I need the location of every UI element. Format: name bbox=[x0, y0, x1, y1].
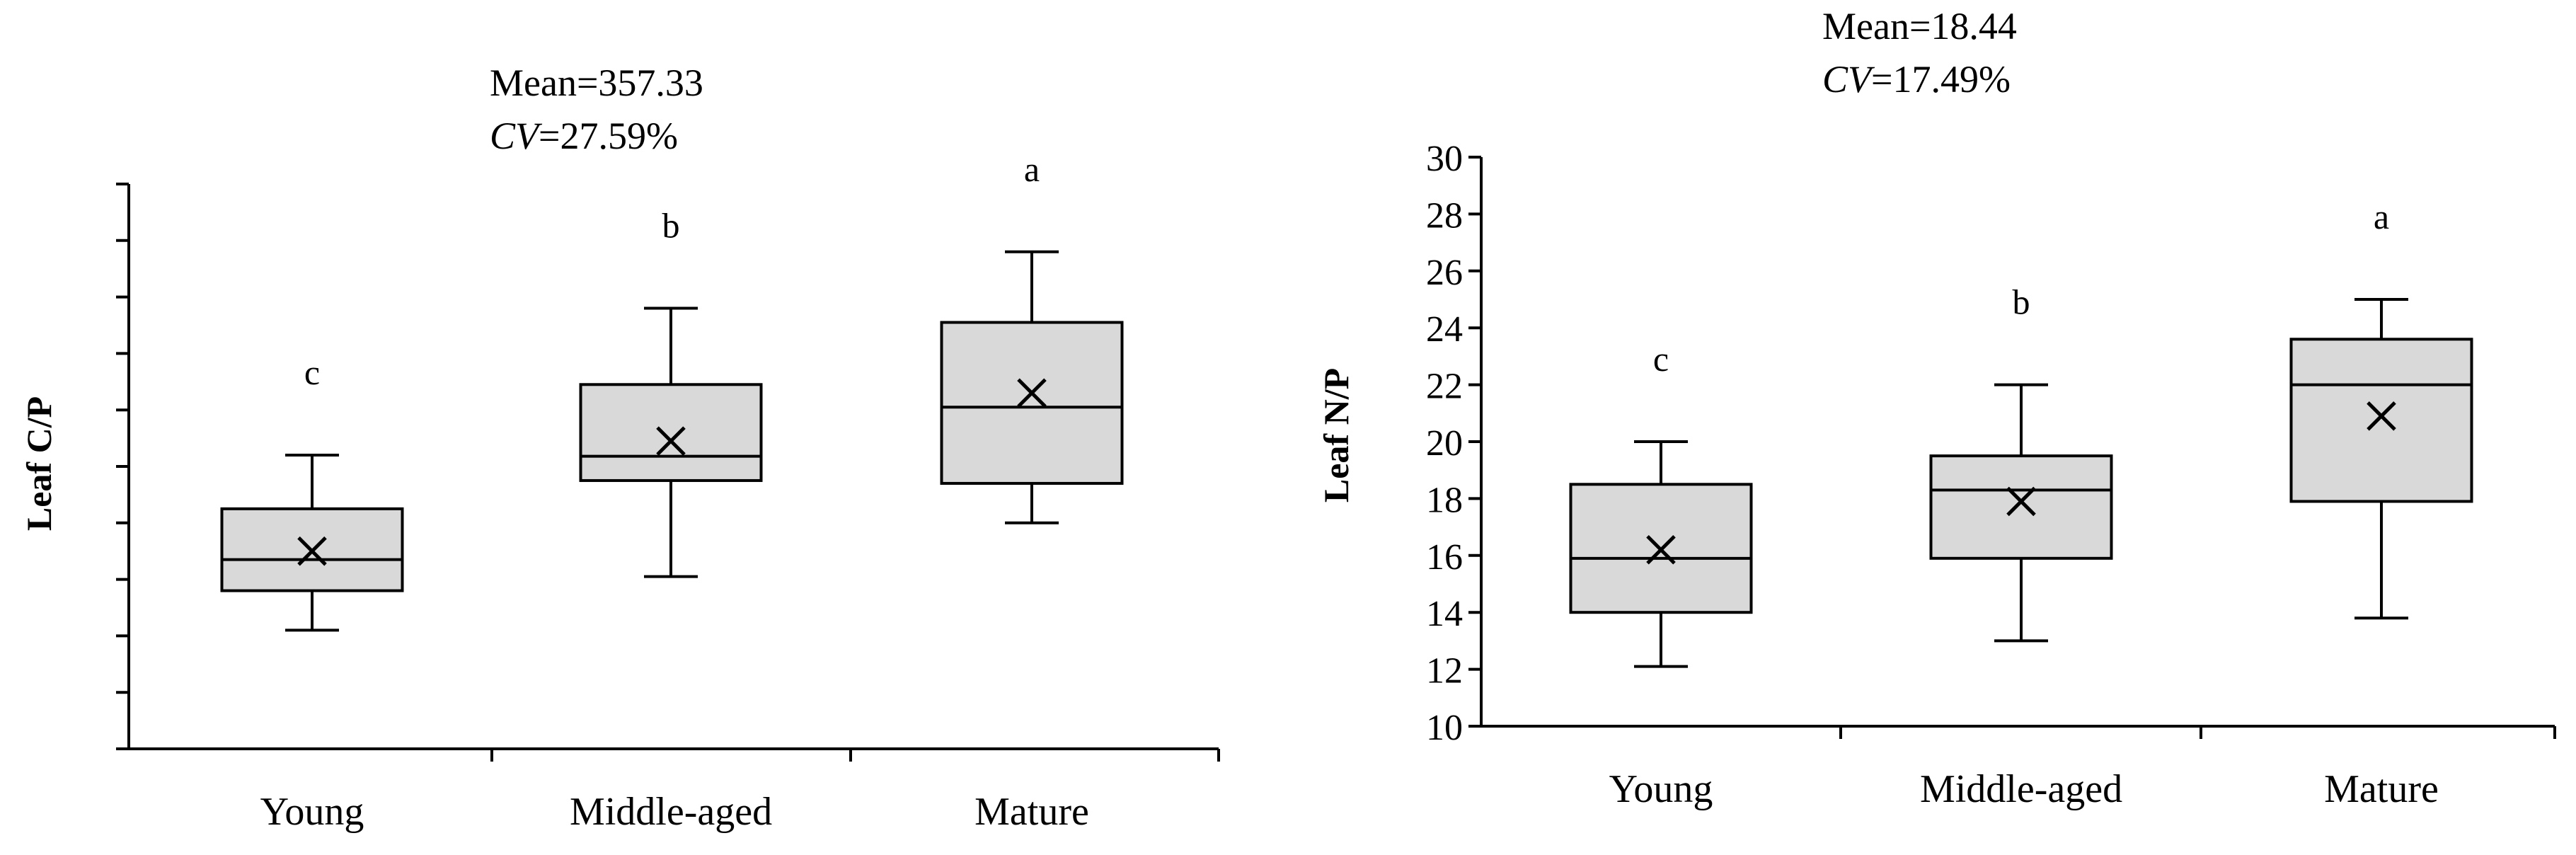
x-tick-label: Young bbox=[1609, 767, 1713, 811]
y-axis-label: Leaf C/P bbox=[19, 396, 59, 531]
box-mature: a bbox=[940, 149, 1124, 524]
y-tick-label: 26 bbox=[1426, 253, 1463, 293]
box-middle-aged: b bbox=[1929, 282, 2113, 643]
category-labels: Young Middle-aged Mature bbox=[260, 790, 1089, 834]
mean-marker-stroke bbox=[656, 426, 686, 456]
y-tick-label: 12 bbox=[1426, 651, 1463, 692]
mean-annotation: Mean=18.44 bbox=[1822, 5, 2017, 47]
y-tick-label: 22 bbox=[1426, 367, 1463, 407]
x-tick-label: Middle-aged bbox=[570, 790, 772, 834]
x-tick-label: Middle-aged bbox=[1920, 767, 2122, 811]
mean-marker bbox=[297, 536, 327, 566]
cv-annotation: CV=17.49% bbox=[1822, 58, 2011, 101]
box-plots: c b a bbox=[220, 149, 1124, 632]
box-middle-aged: b bbox=[579, 206, 763, 578]
mean-marker bbox=[1017, 378, 1047, 408]
y-tick-label: 18 bbox=[1426, 480, 1463, 520]
significance-letter: a bbox=[2374, 197, 2389, 236]
iqr-box bbox=[579, 383, 763, 482]
cv-annotation: CV=27.59% bbox=[490, 115, 678, 157]
significance-letter: a bbox=[1024, 149, 1040, 189]
significance-letter: b bbox=[662, 206, 680, 246]
mean-marker bbox=[2367, 401, 2396, 431]
box-plots: c b a bbox=[1569, 197, 2473, 668]
box-young: c bbox=[1569, 339, 1753, 668]
x-tick-label: Young bbox=[260, 790, 364, 834]
y-tick-label: 28 bbox=[1426, 195, 1463, 236]
y-tick-label: 14 bbox=[1426, 594, 1463, 634]
iqr-box bbox=[940, 321, 1124, 485]
mean-marker-stroke bbox=[2006, 486, 2036, 517]
iqr-box bbox=[1929, 454, 2113, 560]
y-axis-label: Leaf N/P bbox=[1316, 368, 1356, 503]
category-labels: Young Middle-aged Mature bbox=[1609, 767, 2439, 811]
iqr-box bbox=[2289, 338, 2473, 503]
x-tick-label: Mature bbox=[974, 790, 1089, 834]
mean-marker bbox=[1646, 534, 1676, 565]
significance-letter: c bbox=[304, 352, 320, 392]
mean-marker-stroke bbox=[1017, 378, 1047, 408]
significance-letter: b bbox=[2013, 282, 2030, 322]
y-tick-label: 24 bbox=[1426, 309, 1463, 350]
chart-leaf-np: Mean=18.44 CV=17.49% Leaf N/P 10 12 14 16 18… bbox=[1316, 5, 2556, 811]
box-mature: a bbox=[2289, 197, 2473, 620]
mean-marker-stroke bbox=[1646, 534, 1676, 565]
axes: 10 12 14 16 18 20 22 24 26 28 30 bbox=[1426, 139, 2556, 748]
mean-marker-stroke bbox=[297, 536, 327, 566]
mean-marker bbox=[656, 426, 686, 456]
mean-annotation: Mean=357.33 bbox=[490, 62, 703, 104]
mean-marker-stroke bbox=[2367, 401, 2396, 431]
y-tick-label: 16 bbox=[1426, 537, 1463, 578]
significance-letter: c bbox=[1653, 339, 1669, 379]
x-tick-label: Mature bbox=[2324, 767, 2439, 811]
box-young: c bbox=[220, 352, 404, 632]
y-tick-label: 20 bbox=[1426, 423, 1463, 464]
y-tick-label: 10 bbox=[1426, 708, 1463, 748]
mean-marker bbox=[2006, 486, 2036, 517]
y-tick-label: 30 bbox=[1426, 139, 1463, 179]
chart-leaf-cp: Mean=357.33 CV=27.59% Leaf C/P c b a Young… bbox=[19, 62, 1220, 834]
axes bbox=[116, 183, 1220, 762]
